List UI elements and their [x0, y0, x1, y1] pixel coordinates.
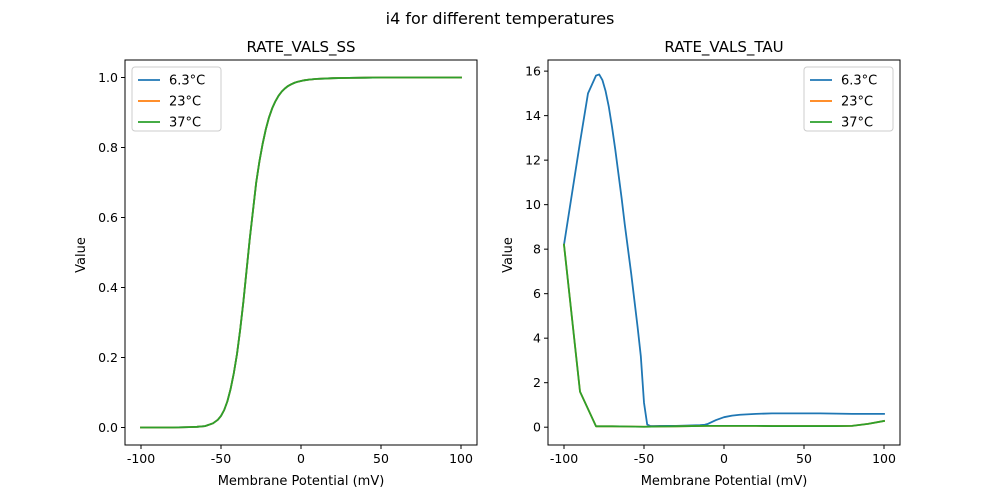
- x-tick-label: 0: [720, 451, 728, 466]
- series-line: [140, 76, 462, 429]
- legend-box: [131, 66, 222, 132]
- series-line: [563, 243, 886, 428]
- x-tick-label: -100: [550, 451, 578, 466]
- subplot-ss-frame: [124, 59, 478, 446]
- x-tick-label: 0: [297, 451, 305, 466]
- legend-box: [803, 66, 894, 132]
- series-line: [563, 243, 886, 428]
- legend-label: 23°C: [841, 95, 873, 110]
- x-tick-label: -50: [634, 451, 654, 466]
- x-tick-label: 50: [373, 451, 389, 466]
- subplot-ss-title: RATE_VALS_SS: [246, 38, 355, 57]
- subplot-ss-series: [140, 76, 462, 429]
- y-tick-label: 16: [525, 64, 541, 79]
- y-tick-label: 6: [533, 286, 541, 301]
- subplot-ss: RATE_VALS_SS Membrane Potential (mV) Val…: [74, 38, 478, 489]
- subplot-ss-ticks: -100 -50 0 50 100 0.0 0.2 0.4 0.6 0.8 1.0: [98, 70, 473, 466]
- subplot-tau-title: RATE_VALS_TAU: [664, 38, 783, 57]
- subplot-tau-ticks: -100 -50 0 50 100 0 2 4 6 8 10 12 14 16: [525, 64, 896, 466]
- x-tick-label: -50: [211, 451, 231, 466]
- x-tick-label: 100: [872, 451, 896, 466]
- subplot-ss-legend: 6.3°C 23°C 37°C: [131, 66, 222, 132]
- subplot-tau-legend: 6.3°C 23°C 37°C: [803, 66, 894, 132]
- y-tick-label: 0.4: [98, 280, 118, 295]
- y-tick-label: 0: [533, 420, 541, 435]
- y-tick-label: 10: [525, 197, 541, 212]
- y-tick-label: 2: [533, 375, 541, 390]
- legend-label: 6.3°C: [841, 74, 877, 89]
- subplot-tau-ylabel: Value: [501, 237, 516, 273]
- y-tick-label: 14: [525, 108, 541, 123]
- subplot-ss-xlabel: Membrane Potential (mV): [218, 474, 385, 489]
- x-tick-label: 50: [796, 451, 812, 466]
- y-tick-label: 0.2: [98, 350, 118, 365]
- legend-label: 37°C: [169, 116, 201, 131]
- y-tick-label: 0.8: [98, 140, 118, 155]
- y-tick-label: 0.6: [98, 210, 118, 225]
- x-tick-label: -100: [127, 451, 155, 466]
- subplot-tau-frame: [547, 59, 901, 446]
- subplot-tau-series: [562, 73, 886, 428]
- legend-label: 6.3°C: [169, 74, 205, 89]
- x-tick-label: 100: [449, 451, 473, 466]
- figure-title: i4 for different temperatures: [386, 9, 615, 28]
- subplot-tau-xlabel: Membrane Potential (mV): [641, 474, 808, 489]
- legend-label: 23°C: [169, 95, 201, 110]
- y-tick-label: 1.0: [98, 70, 118, 85]
- subplot-tau: RATE_VALS_TAU Membrane Potential (mV) Va…: [501, 38, 901, 489]
- y-tick-label: 0.0: [98, 420, 118, 435]
- y-tick-label: 4: [533, 331, 541, 346]
- y-tick-label: 12: [525, 153, 541, 168]
- y-tick-label: 8: [533, 242, 541, 257]
- legend-label: 37°C: [841, 116, 873, 131]
- subplot-ss-ylabel: Value: [74, 237, 89, 273]
